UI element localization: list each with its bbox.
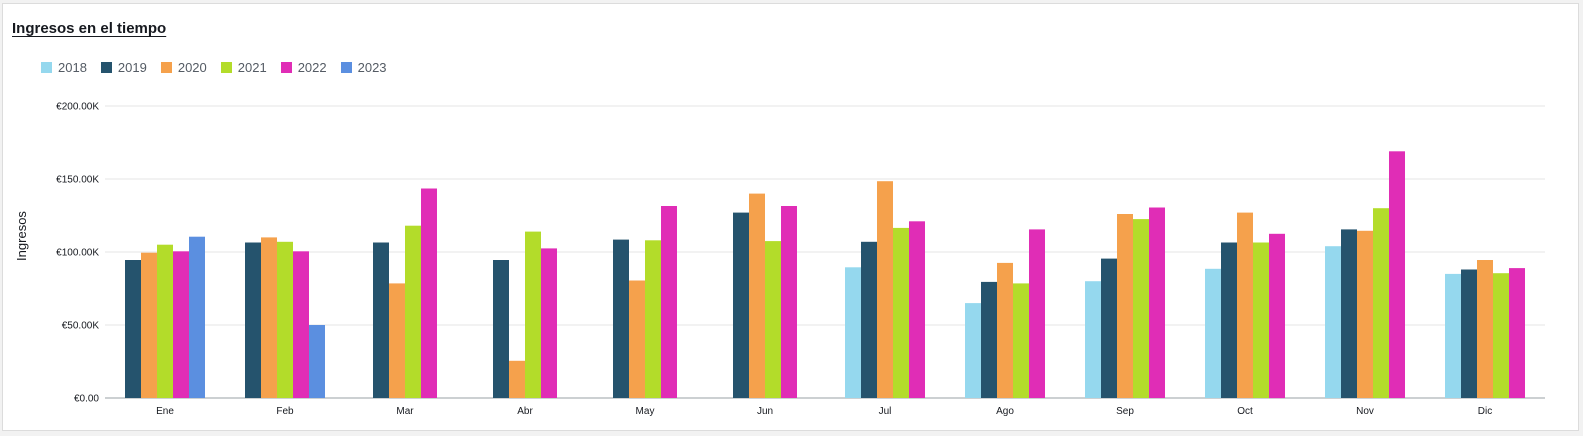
bar-Feb-2020[interactable] [261, 237, 277, 398]
y-tick-label: €50.00K [62, 321, 100, 332]
legend-label: 2019 [117, 60, 147, 75]
bar-Nov-2021[interactable] [1373, 208, 1389, 398]
bar-Dic-2020[interactable] [1477, 260, 1493, 398]
bar-Ene-2021[interactable] [157, 244, 173, 398]
bar-Oct-2018[interactable] [1205, 268, 1221, 398]
legend-item-2019[interactable]: 2019 [100, 60, 147, 75]
bar-Dic-2018[interactable] [1445, 273, 1461, 398]
x-axis: Ene Feb Mar Abr May Jun Jul Ago Sep Oct Nov Dic [156, 406, 1492, 417]
bar-Ago-2020[interactable] [997, 262, 1013, 398]
legend-label: 2023 [357, 60, 387, 75]
bar-Sep-2019[interactable] [1101, 258, 1117, 398]
x-tick-label: Oct [1237, 406, 1253, 417]
bar-Sep-2020[interactable] [1117, 214, 1133, 398]
legend-item-2023[interactable]: 2023 [340, 60, 387, 75]
bar-Nov-2022[interactable] [1389, 151, 1405, 398]
x-tick-label: Jun [757, 406, 773, 417]
bar-Ene-2022[interactable] [173, 251, 189, 398]
x-tick-label: Dic [1478, 406, 1492, 417]
y-axis: €0.00 €50.00K €100.00K €150.00K €200.00K [56, 102, 99, 405]
bar-Ene-2019[interactable] [125, 260, 141, 398]
bar-Abr-2019[interactable] [493, 260, 509, 398]
bar-May-2019[interactable] [613, 239, 629, 398]
bar-Mar-2020[interactable] [389, 283, 405, 398]
legend-label: 2018 [58, 60, 87, 75]
bar-Abr-2021[interactable] [525, 231, 541, 398]
bar-Jun-2021[interactable] [765, 241, 781, 398]
bars [125, 151, 1525, 399]
bar-Jul-2022[interactable] [909, 221, 925, 398]
x-tick-label: Feb [276, 406, 294, 417]
legend-swatch [340, 62, 352, 73]
chart-title: Ingresos en el tiempo [12, 20, 167, 37]
x-tick-label: Jul [879, 406, 892, 417]
bar-Feb-2021[interactable] [277, 241, 293, 398]
x-tick-label: Nov [1356, 406, 1374, 417]
bar-Jul-2019[interactable] [861, 241, 877, 398]
legend-label: 2022 [297, 60, 327, 75]
bar-May-2020[interactable] [629, 280, 645, 399]
legend-item-2020[interactable]: 2020 [160, 60, 207, 75]
bar-Sep-2018[interactable] [1085, 281, 1101, 398]
bar-Mar-2019[interactable] [373, 242, 389, 399]
bar-Feb-2019[interactable] [245, 242, 261, 399]
bar-Mar-2022[interactable] [421, 188, 437, 399]
bar-Dic-2019[interactable] [1461, 269, 1477, 399]
bar-Oct-2021[interactable] [1253, 242, 1269, 399]
bar-Jun-2019[interactable] [733, 212, 749, 398]
y-tick-label: €100.00K [56, 248, 99, 259]
x-tick-label: Sep [1116, 406, 1134, 417]
legend-item-2018[interactable]: 2018 [41, 60, 87, 75]
x-tick-label: Ene [156, 406, 174, 417]
legend-swatch [280, 62, 292, 73]
x-tick-label: Abr [517, 406, 533, 417]
x-tick-label: Mar [396, 406, 414, 417]
grid-lines [105, 105, 1545, 399]
bar-Nov-2018[interactable] [1325, 246, 1341, 398]
y-axis-label: Ingresos [14, 211, 29, 261]
bar-Sep-2022[interactable] [1149, 207, 1165, 399]
y-tick-label: €150.00K [56, 175, 99, 186]
legend-label: 2021 [237, 60, 267, 75]
x-tick-label: Ago [996, 406, 1014, 417]
bar-Mar-2021[interactable] [405, 225, 421, 398]
bar-Abr-2022[interactable] [541, 248, 557, 398]
bar-Jul-2018[interactable] [845, 267, 861, 398]
bar-Nov-2019[interactable] [1341, 229, 1357, 398]
x-tick-label: May [636, 406, 655, 417]
bar-Sep-2021[interactable] [1133, 219, 1149, 398]
bar-Nov-2020[interactable] [1357, 230, 1373, 398]
legend-item-2021[interactable]: 2021 [220, 60, 267, 75]
legend-swatch [41, 62, 52, 73]
bar-May-2021[interactable] [645, 240, 661, 398]
bar-Ago-2019[interactable] [981, 281, 997, 398]
bar-Oct-2022[interactable] [1269, 233, 1285, 399]
bar-Oct-2020[interactable] [1237, 212, 1253, 398]
bar-Dic-2022[interactable] [1509, 268, 1525, 398]
legend-label: 2020 [177, 60, 207, 75]
bar-Feb-2023[interactable] [309, 325, 325, 398]
bar-Ago-2021[interactable] [1013, 283, 1029, 398]
y-tick-label: €200.00K [56, 102, 99, 113]
bar-Jun-2020[interactable] [749, 193, 765, 398]
legend-swatch [160, 62, 172, 73]
legend-swatch [220, 62, 232, 73]
bar-Ene-2020[interactable] [141, 252, 157, 398]
bar-Jul-2021[interactable] [893, 227, 909, 398]
bar-Ene-2023[interactable] [189, 236, 205, 398]
bar-Jul-2020[interactable] [877, 181, 893, 398]
bar-Feb-2022[interactable] [293, 251, 309, 398]
bar-Dic-2021[interactable] [1493, 273, 1509, 398]
chart-legend: 2018 2019 2020 2021 2022 2023 [41, 60, 401, 75]
y-tick-label: €0.00 [74, 394, 99, 405]
bar-Abr-2020[interactable] [509, 360, 525, 398]
legend-swatch [100, 62, 112, 73]
bar-Ago-2018[interactable] [965, 303, 981, 398]
bar-May-2022[interactable] [661, 206, 677, 398]
legend-item-2022[interactable]: 2022 [280, 60, 327, 75]
bar-Jun-2022[interactable] [781, 206, 797, 398]
bar-Oct-2019[interactable] [1221, 242, 1237, 399]
bar-Ago-2022[interactable] [1029, 229, 1045, 398]
